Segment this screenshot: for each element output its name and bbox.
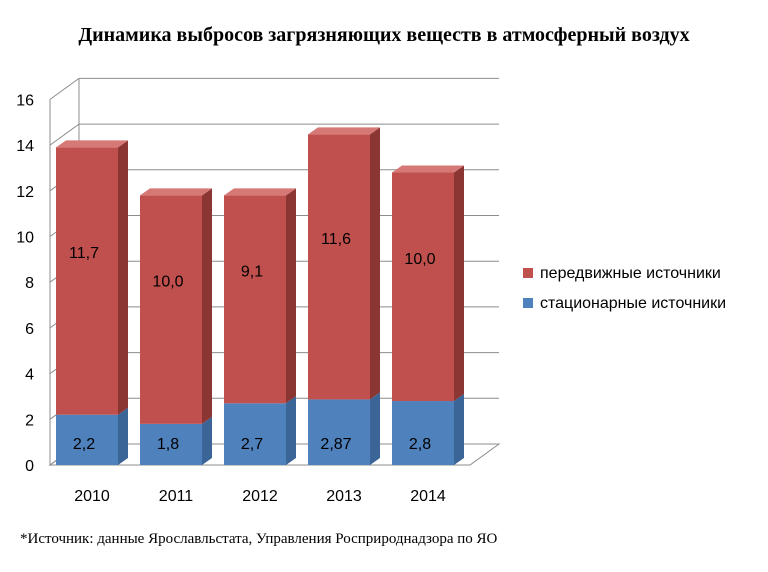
bar-segment <box>392 172 454 402</box>
legend: передвижные источники стационарные источн… <box>523 265 726 312</box>
data-label: 9,1 <box>241 263 263 280</box>
legend-label: стационарные источники <box>540 295 726 312</box>
bar-top <box>140 188 212 196</box>
data-labels: 2,2 11,7 1,8 10,0 2,7 9,1 2,87 11,6 2,8 10,0 <box>69 231 436 453</box>
y-tick-label: 0 <box>25 458 34 475</box>
bar-top <box>224 188 296 196</box>
bar-segment <box>140 195 202 424</box>
x-axis-labels: 2010 2011 2012 2013 2014 <box>74 488 446 505</box>
data-label: 11,7 <box>69 245 99 262</box>
y-tick-label: 10 <box>16 230 34 247</box>
source-footnote: *Источник: данные Ярославльстата, Управл… <box>20 531 498 547</box>
bar-side <box>454 165 464 402</box>
x-tick-label: 2013 <box>326 488 362 505</box>
x-tick-label: 2012 <box>242 488 278 505</box>
gridline <box>49 123 499 146</box>
data-label: 11,6 <box>321 231 351 248</box>
legend-swatch <box>523 268 533 278</box>
data-label: 2,87 <box>320 436 351 453</box>
gridline <box>49 77 499 100</box>
bar-side <box>202 188 212 424</box>
bar-side <box>370 127 380 400</box>
x-tick-label: 2011 <box>159 488 194 505</box>
bars <box>56 127 464 465</box>
y-tick-label: 6 <box>25 321 34 338</box>
bar-side <box>286 188 296 404</box>
data-label: 10,0 <box>404 251 435 268</box>
bar-side <box>454 394 464 465</box>
y-tick-label: 14 <box>16 138 34 155</box>
bar-segment <box>224 195 286 404</box>
data-label: 2,8 <box>409 436 431 453</box>
chart-title: Динамика выбросов загрязняющих веществ в… <box>78 24 690 46</box>
bar-segment <box>56 147 118 415</box>
x-tick-label: 2014 <box>410 488 446 505</box>
bar-segment <box>224 403 286 465</box>
data-label: 2,2 <box>73 436 95 453</box>
legend-swatch <box>523 298 533 308</box>
bar-top <box>392 165 464 173</box>
bar-segment <box>140 423 202 465</box>
data-label: 2,7 <box>241 436 263 453</box>
bar-segment <box>308 399 370 465</box>
y-tick-label: 2 <box>25 412 34 429</box>
y-axis-labels: 0 2 4 6 8 10 12 14 16 <box>16 92 34 475</box>
bar-side <box>202 416 212 465</box>
y-tick-label: 8 <box>25 275 34 292</box>
bar-top <box>308 127 380 135</box>
bar-side <box>370 392 380 465</box>
bar-side <box>118 140 128 415</box>
bar-top <box>56 140 128 148</box>
bar-segment <box>392 401 454 465</box>
x-tick-label: 2010 <box>74 488 110 505</box>
bar-side <box>118 407 128 465</box>
legend-label: передвижные источники <box>540 265 721 282</box>
bar-segment <box>56 414 118 465</box>
y-tick-label: 16 <box>16 92 34 109</box>
bar-segment <box>308 134 370 400</box>
y-tick-label: 4 <box>25 367 34 384</box>
bar-side <box>286 396 296 465</box>
data-label: 1,8 <box>157 436 179 453</box>
data-label: 10,0 <box>152 274 183 291</box>
y-tick-label: 12 <box>16 184 34 201</box>
